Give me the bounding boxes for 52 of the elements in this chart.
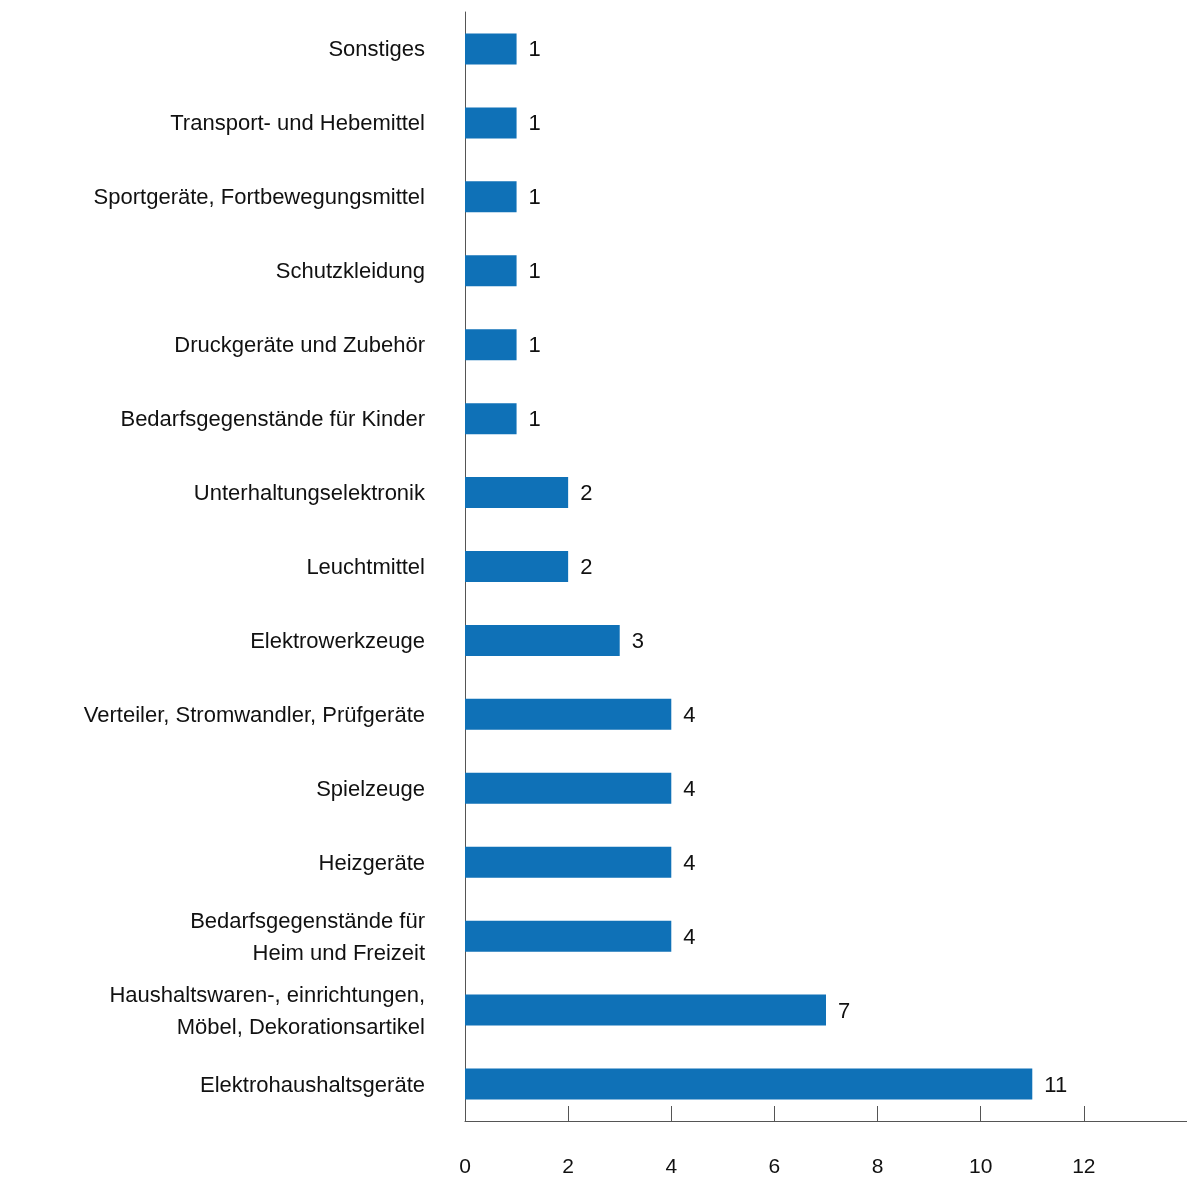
data-label: 1: [528, 110, 541, 136]
bar: [465, 1068, 1033, 1100]
y-tick-label: Heizgeräte: [318, 849, 425, 875]
data-label: 4: [683, 849, 696, 875]
x-tick-label: 0: [459, 1154, 471, 1177]
bar: [465, 33, 517, 65]
y-tick-label: Leuchtmittel: [306, 554, 425, 579]
bar: [465, 477, 569, 509]
y-tick-label: Transport- und Hebemittel: [170, 110, 425, 136]
y-tick-label: Schutzkleidung: [275, 258, 425, 284]
data-label: 4: [683, 775, 696, 801]
y-tick-label: Bedarfsgegenstände für Heim und Freizeit: [190, 907, 425, 965]
data-label: 4: [683, 701, 696, 727]
data-label: 2: [580, 554, 593, 579]
y-tick-label: Haushaltswaren-, einrichtungen, Möbel, Dekorationsartikel: [109, 981, 425, 1039]
bar: [465, 181, 517, 213]
y-tick-label: Elektrowerkzeuge: [250, 627, 425, 653]
data-label: 1: [528, 36, 541, 62]
data-label: 3: [631, 627, 644, 653]
y-tick-label: Unterhaltungselektronik: [193, 480, 426, 506]
y-tick-label: Sonstiges: [328, 36, 425, 62]
data-label: 4: [683, 923, 696, 949]
data-label: 1: [528, 184, 541, 210]
bar: [465, 698, 672, 730]
x-tick-label: 4: [665, 1154, 678, 1177]
bar: [465, 772, 672, 804]
bar: [465, 403, 517, 435]
data-label: 11: [1044, 1071, 1068, 1097]
bar: [465, 329, 517, 361]
y-tick-label: Elektrohaushaltsgeräte: [199, 1071, 425, 1097]
bar: [465, 255, 517, 287]
data-label: 1: [528, 258, 541, 284]
x-tick-label: 10: [969, 1154, 993, 1177]
bar: [465, 551, 569, 582]
bar: [465, 624, 620, 656]
data-label: 1: [528, 406, 541, 432]
x-tick-label: 8: [871, 1154, 884, 1177]
bar: [465, 994, 826, 1026]
y-tick-label: Druckgeräte und Zubehör: [174, 332, 425, 358]
bar: [465, 920, 672, 952]
data-label: 7: [838, 997, 851, 1023]
y-tick-label: Bedarfsgegenstände für Kinder: [120, 406, 425, 432]
x-tick-label: 6: [768, 1154, 781, 1177]
data-label: 1: [528, 332, 541, 358]
y-tick-label: Spielzeuge: [316, 775, 425, 801]
x-tick-label: 12: [1072, 1154, 1096, 1177]
data-label: 2: [580, 480, 593, 506]
bar: [465, 846, 672, 878]
y-tick-label: Sportgeräte, Fortbewegungsmittel: [93, 184, 425, 210]
y-tick-label: Verteiler, Stromwandler, Prüfgeräte: [83, 701, 425, 727]
x-tick-label: 2: [562, 1154, 574, 1177]
bar: [465, 107, 517, 139]
